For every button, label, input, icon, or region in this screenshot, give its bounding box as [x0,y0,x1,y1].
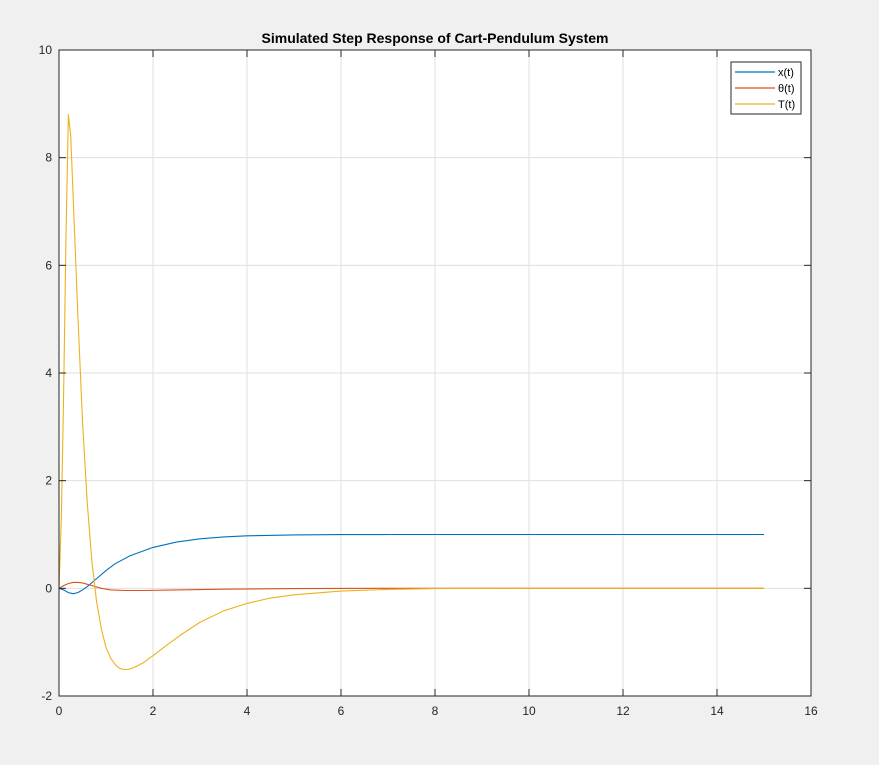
x-tick-label: 16 [804,704,818,718]
legend-label: θ(t) [778,83,795,95]
x-tick-label: 2 [150,704,157,718]
x-tick-label: 8 [432,704,439,718]
y-tick-label: 4 [45,366,52,380]
y-tick-label: 0 [45,581,52,595]
x-tick-label: 12 [616,704,630,718]
y-tick-labels: -2 0 2 4 6 8 10 [39,43,53,703]
x-tick-label: 0 [56,704,63,718]
legend: x(t) θ(t) T(t) [730,61,802,115]
y-tick-label: 2 [45,474,52,488]
y-tick-label: 8 [45,151,52,165]
grid-lines [59,50,811,696]
x-tick-label: 14 [710,704,724,718]
legend-label: T(t) [778,99,795,111]
x-tick-label: 10 [522,704,536,718]
y-tick-label: 6 [45,258,52,272]
y-tick-label: 10 [39,43,53,57]
y-tick-label: -2 [41,689,52,703]
x-tick-labels: 0 2 4 6 8 10 12 14 16 [56,704,818,718]
series-line-2 [58,114,764,671]
x-tick-label: 4 [244,704,251,718]
series-line-1 [58,581,764,592]
x-tick-label: 6 [338,704,345,718]
legend-label: x(t) [778,67,794,79]
tick-marks [58,49,812,697]
series-line-0 [58,533,764,595]
series-layer [58,114,764,671]
chart-title: Simulated Step Response of Cart-Pendulum… [262,30,609,46]
